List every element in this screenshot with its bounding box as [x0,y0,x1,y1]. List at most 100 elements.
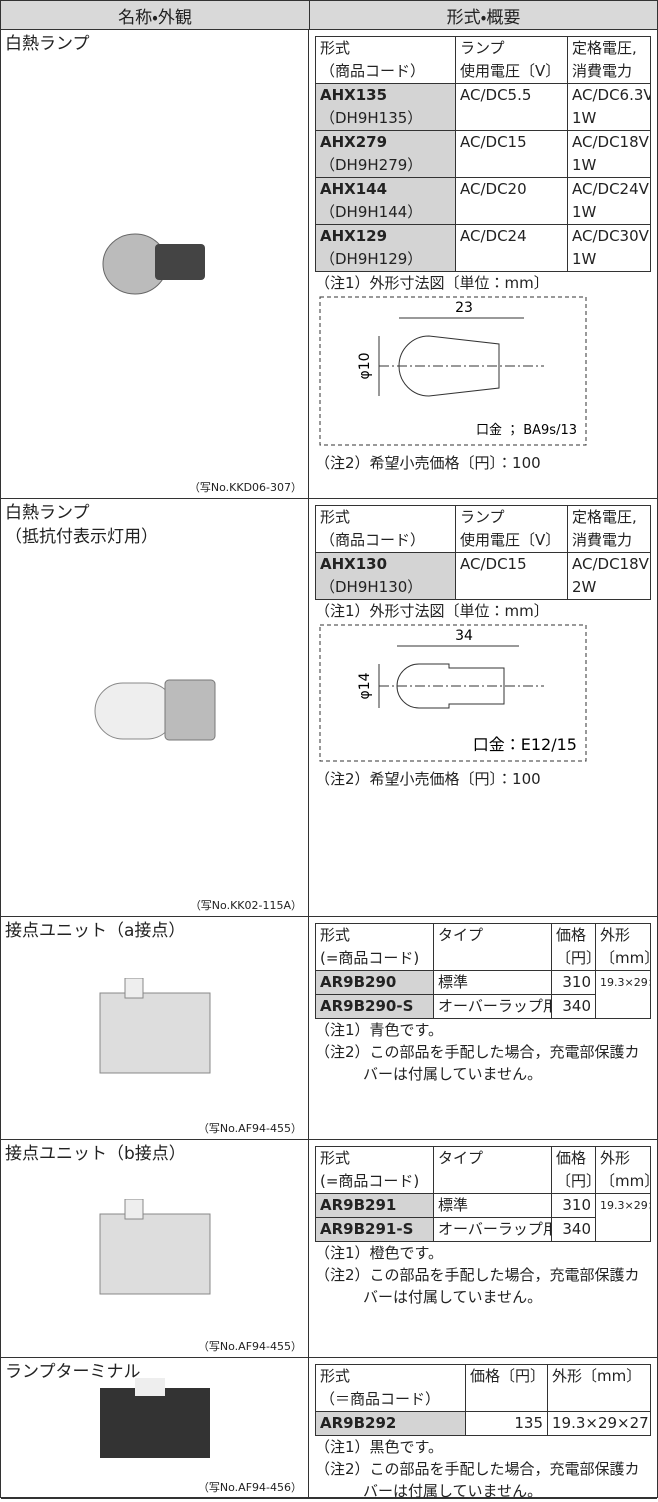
photo-caption: （写No.AF94-455） [197,1122,302,1135]
note: （注1）黒色です。 [315,1438,444,1456]
header-text: ランプ [460,508,505,526]
section: 白熱ランプ （写No.KKD06-307） 形式 （商品コード） ランプ 使用電圧〔V〕定… [1,30,657,499]
data-row: AR9B290 標準 310 19.3×29×27 [315,970,651,1019]
cell-text: AC/DC24 [460,227,527,245]
name-cell: 接点ユニット（a接点） （写No.AF94-455） [1,917,309,1139]
header-text: 形式 [320,1367,351,1385]
cell-text: AR9B291-S [320,1220,414,1238]
section: 接点ユニット（b接点） （写No.AF94-455） 形式 (=商品コード) タイプ 価格… [1,1140,657,1358]
spec-table: 形式 （商品コード） ランプ 使用電圧〔V〕 定格電圧, 消費電力 AHX130 （DH9H1… [315,505,651,600]
header-row: 形式 (=商品コード) タイプ 価格〔円〕外形〔mm〕 [315,923,651,971]
cell-text: AHX144 [320,180,388,198]
data-cell: AC/DC24V, 1W [567,177,651,225]
header-text: 〔円〕 [556,1172,595,1190]
cell-text: AC/DC6.3V, [572,86,651,104]
photo [94,679,215,740]
cell-text: 標準 [438,1196,469,1214]
data-cell: 340 [551,1217,596,1242]
photo [99,1198,210,1294]
cell-text: AHX129 [320,227,388,245]
header-text: 使用電圧〔V〕 [460,531,561,549]
header-text: 形式 [320,508,351,526]
header-text: 定格電圧, [572,508,637,526]
data-cell: 19.3×29×27 [595,1193,651,1242]
dashed-frame [319,624,587,762]
header-cell: 外形〔mm〕 [547,1364,651,1412]
header-row: 形式 （商品コード） ランプ使用電圧〔V〕 定格電圧, 消費電力 [315,505,651,553]
data-cell: AHX129 （DH9H129） [315,224,456,272]
bulb-outline [398,335,500,397]
header-cell: 形式 （商品コード） [315,505,456,553]
header-cell: 形式 （＝商品コード） [315,1364,466,1412]
cell-text: （DH9H129） [320,250,423,268]
data-cell: AC/DC24 [455,224,568,272]
header-text: 定格電圧, [572,39,637,57]
data-row: AHX135 （DH9H135） AC/DC5.5 AC/DC6.3V, 1W [315,83,651,131]
note: （注2）希望小売価格〔円〕：100 [315,454,541,472]
photo [99,978,210,1074]
header-cell: 外形〔mm〕 [595,923,651,971]
header-cell: 定格電圧, 消費電力 [567,505,651,553]
header-cell: ランプ使用電圧〔V〕 [455,505,568,553]
bulb [94,682,175,739]
header-cell: 形式 (=商品コード) [315,923,434,971]
header-row: 形式 (=商品コード) タイプ 価格〔円〕外形〔mm〕 [315,1146,651,1194]
photo-caption: （写No.AF94-455） [197,1340,302,1353]
header-text: 消費電力 [572,62,633,80]
spec-table: 形式 （＝商品コード） 価格〔円〕 外形〔mm〕 AR9B292 135 19.3×29×2… [315,1364,651,1436]
base-label: 口金 ； BA9s/13 [476,423,577,438]
header-text: 〔mm〕 [600,949,650,967]
spec-table: 形式 (=商品コード) タイプ 価格〔円〕外形〔mm〕 AR9B290 標準 310 19.3… [315,923,651,1019]
dimension-diagram: 23 φ10 口金 ； BA9s/13 [319,296,587,446]
photo-caption: （写No.AF94-456） [197,1481,302,1494]
cell-text: AR9B290-S [320,997,414,1015]
cell-text: 1W [572,203,597,221]
data-cell: オーバーラップ用 [433,994,552,1019]
dashed-frame [319,296,587,446]
header-cell: 価格〔円〕 [551,1146,596,1194]
base [164,679,215,740]
note: （注2）希望小売価格〔円〕：100 [315,770,541,788]
photo-caption: （写No.KKD06-307） [188,481,302,494]
data-cell: AC/DC18V, 2W [567,552,651,600]
data-cell: AC/DC5.5 [455,83,568,131]
dimension-diagram: 34 φ14 口金：E12/15 [319,624,587,762]
cell-text: AC/DC15 [460,555,527,573]
cell-text: 135 [514,1414,543,1432]
header-text: 〔mm〕 [600,1172,650,1190]
cell-text: AHX130 [320,555,388,573]
header-text: （商品コード） [320,62,426,80]
product-name: 接点ユニット（a接点） [5,921,186,941]
name-cell: 白熱ランプ （抵抗付表示灯用） （写No.KK02-115A） [1,499,309,916]
note: （注2）この部品を手配した場合，充電部保護カバーは付属していません。 [315,1266,640,1306]
data-cell: AR9B290 [315,970,434,995]
header-text: 価格〔円〕 [470,1367,546,1385]
section: 白熱ランプ （抵抗付表示灯用） （写No.KK02-115A） 形式 （商品コード） ラン… [1,499,657,917]
data-row: AR9B291 標準 310 19.3×29×27 [315,1193,651,1242]
cell-text: （DH9H144） [320,203,423,221]
cell-text: AC/DC15 [460,133,527,151]
header-text: タイプ [438,926,484,944]
sections: 白熱ランプ （写No.KKD06-307） 形式 （商品コード） ランプ 使用電圧〔V〕定… [1,30,657,1500]
unit [99,1388,210,1458]
length-label: 34 [455,628,473,644]
cell-text: AC/DC30V, [572,227,651,245]
data-cell: 135 [465,1411,548,1436]
cell-text: AHX279 [320,133,388,151]
photo [99,1378,210,1458]
data-cell: オーバーラップ用 [433,1217,552,1242]
data-cell: 標準 [433,1193,552,1218]
unit [124,1198,143,1219]
header-text: 価格 [556,926,587,944]
cell-text: 340 [562,997,591,1015]
product-name: 白熱ランプ [5,503,90,523]
header-text: 外形〔mm〕 [552,1367,642,1385]
header-text: 外形 [600,926,631,944]
header-text: （商品コード） [320,531,426,549]
header-text: 〔円〕 [556,949,595,967]
data-cell: 340 [551,994,596,1019]
bulb-outline [396,663,505,709]
diameter-label: φ14 [357,672,373,699]
name-cell: ランプターミナル （写No.AF94-456） [1,1358,309,1498]
